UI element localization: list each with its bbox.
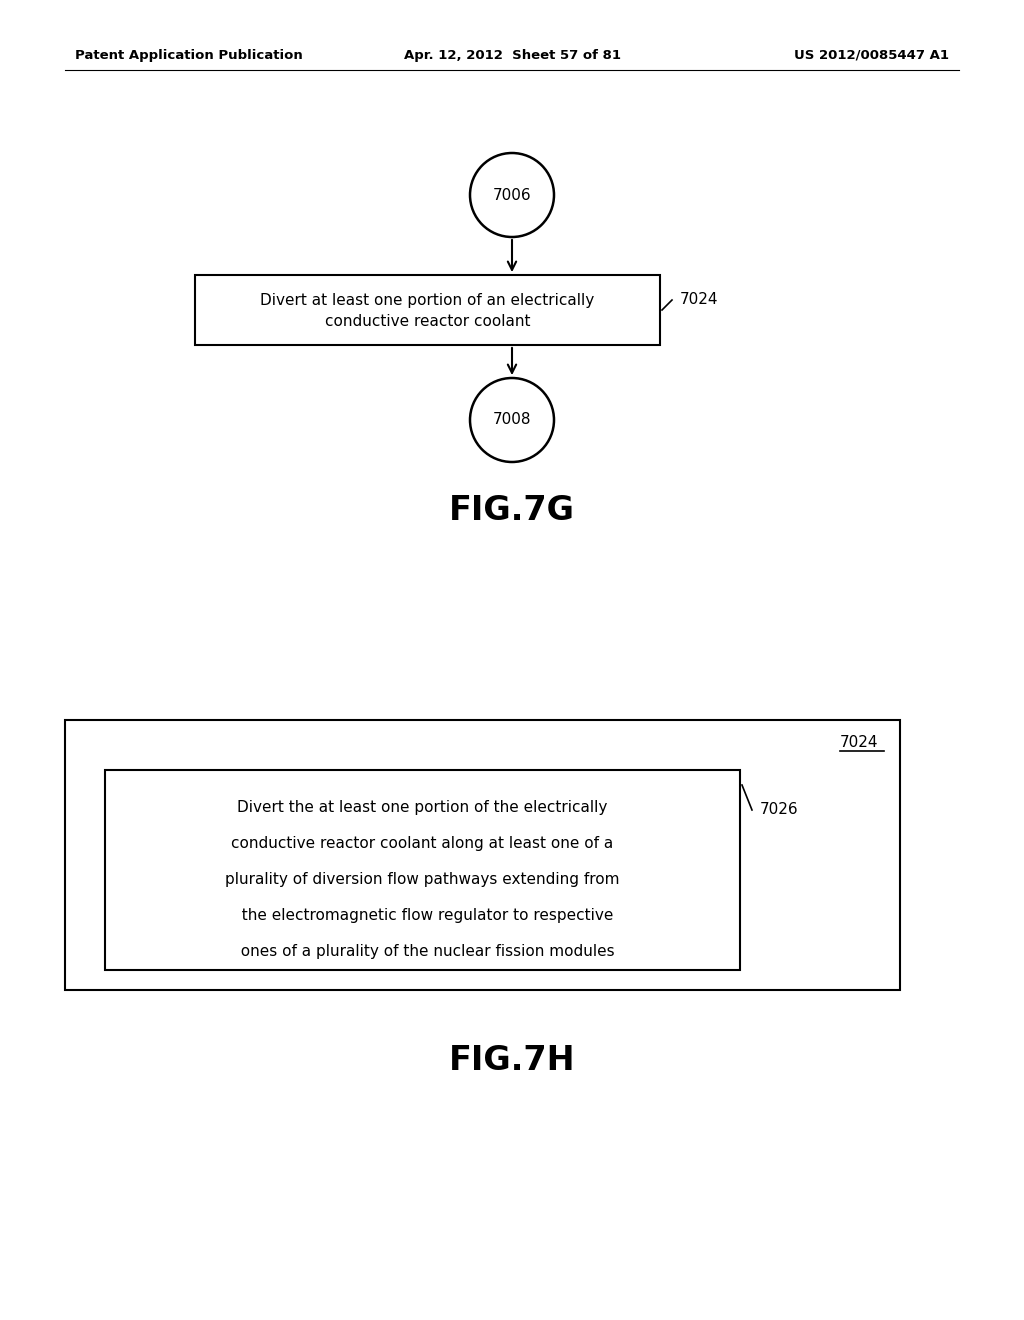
Text: the electromagnetic flow regulator to respective: the electromagnetic flow regulator to re…	[231, 908, 613, 923]
Bar	[195, 275, 660, 345]
Text: conductive reactor coolant along at least one of a: conductive reactor coolant along at leas…	[231, 836, 613, 851]
Text: Divert at least one portion of an electrically: Divert at least one portion of an electr…	[260, 293, 595, 309]
Text: 7024: 7024	[680, 293, 719, 308]
Text: Patent Application Publication: Patent Application Publication	[75, 49, 303, 62]
Bar	[105, 770, 740, 970]
Text: 7008: 7008	[493, 412, 531, 428]
Text: Apr. 12, 2012  Sheet 57 of 81: Apr. 12, 2012 Sheet 57 of 81	[403, 49, 621, 62]
Text: 7024: 7024	[840, 735, 879, 750]
Text: ones of a plurality of the nuclear fission modules: ones of a plurality of the nuclear fissi…	[230, 944, 614, 960]
Text: FIG.7G: FIG.7G	[449, 494, 575, 527]
Text: plurality of diversion flow pathways extending from: plurality of diversion flow pathways ext…	[225, 873, 620, 887]
Text: Divert the at least one portion of the electrically: Divert the at least one portion of the e…	[238, 800, 607, 814]
Text: FIG.7H: FIG.7H	[449, 1044, 575, 1077]
Bar	[65, 719, 900, 990]
Text: 7006: 7006	[493, 187, 531, 202]
Text: 7026: 7026	[760, 803, 799, 817]
Text: US 2012/0085447 A1: US 2012/0085447 A1	[794, 49, 949, 62]
Text: conductive reactor coolant: conductive reactor coolant	[325, 314, 530, 330]
